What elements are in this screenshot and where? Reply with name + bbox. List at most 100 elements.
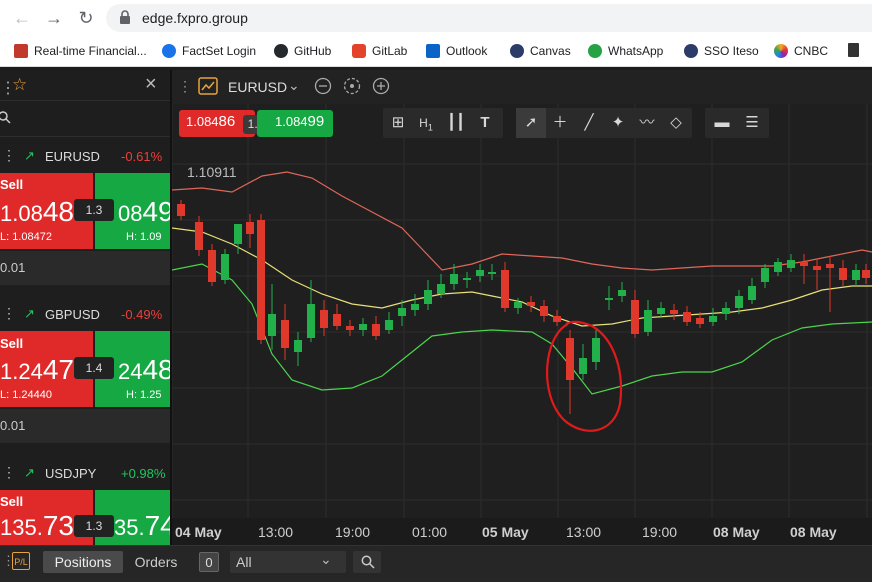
candle-body: [514, 302, 522, 308]
lower-band-line: [172, 263, 872, 395]
time-label: 19:00: [642, 524, 678, 540]
cnbc-icon: [774, 44, 788, 58]
candle-body: [463, 278, 471, 280]
price-chart[interactable]: [172, 104, 872, 518]
candle-body: [696, 318, 704, 324]
time-label: 08 May: [713, 524, 760, 540]
bookmark-sso-iteso[interactable]: SSO Iteso: [684, 42, 759, 60]
candle-body: [488, 272, 496, 274]
drag-handle-icon[interactable]: ⋮: [178, 78, 192, 94]
chart-sell-quote[interactable]: [179, 110, 255, 137]
list-icon[interactable]: ☰: [745, 114, 759, 131]
crosshair-icon[interactable]: ＋: [552, 114, 568, 131]
zoom-out-icon[interactable]: [314, 77, 332, 95]
chevron-down-icon[interactable]: ⌄: [288, 77, 300, 93]
add-indicator-icon[interactable]: ⊞: [391, 114, 405, 131]
candle-body: [411, 304, 419, 310]
bollinger-bands: [172, 171, 872, 395]
spread-badge: 1.3: [74, 199, 114, 221]
bookmark-outlook[interactable]: Outlook: [426, 42, 487, 60]
chart-buy-quote[interactable]: [257, 110, 333, 137]
candle-body: [385, 320, 393, 330]
candle-body: [839, 268, 847, 280]
candle-body: [195, 222, 203, 250]
bookmark-realtime-financial[interactable]: Real-time Financial...: [14, 42, 147, 60]
browser-toolbar: ← → ↻ edge.fxpro.group: [0, 0, 872, 36]
candlestick-chart-svg[interactable]: [172, 104, 872, 518]
candle-body: [281, 320, 289, 348]
chevron-down-icon[interactable]: ⌄: [320, 551, 332, 567]
candle-body: [424, 290, 432, 304]
candle-body: [246, 222, 254, 234]
bookmark-whatsapp[interactable]: WhatsApp: [588, 42, 663, 60]
line-chart-icon[interactable]: [198, 77, 218, 95]
drag-handle-icon[interactable]: ⋮: [0, 80, 16, 97]
forward-icon[interactable]: →: [45, 8, 63, 28]
drag-handle-icon[interactable]: ⋮: [2, 553, 15, 568]
candle-body: [501, 270, 509, 308]
bookmark-gitlab[interactable]: GitLab: [352, 42, 407, 60]
bookmark-cnbc[interactable]: CNBC: [774, 42, 828, 60]
candle-body: [268, 314, 276, 336]
bookmark-factset[interactable]: FactSet Login: [162, 42, 256, 60]
wave-line-icon[interactable]: 〰: [639, 114, 655, 131]
url-text[interactable]: edge.fxpro.group: [142, 10, 248, 26]
tab-orders[interactable]: Orders: [134, 554, 178, 570]
timeframe-button[interactable]: H1: [419, 116, 433, 133]
sell-price: 1.0848: [0, 196, 74, 227]
lot-input[interactable]: [0, 409, 170, 443]
candle-body: [307, 304, 315, 338]
filter-select[interactable]: [230, 551, 346, 573]
candle-body: [800, 262, 808, 266]
trend-up-icon: ↗: [24, 306, 35, 321]
star-icon[interactable]: ☆: [12, 75, 28, 94]
profit-loss-icon[interactable]: P/L: [12, 552, 30, 570]
search-icon[interactable]: [361, 555, 375, 569]
document-icon[interactable]: [848, 43, 859, 57]
cursor-tool-active[interactable]: [516, 108, 546, 138]
tab-positions[interactable]: Positions: [43, 551, 123, 573]
candlestick-icon[interactable]: ┃┃: [446, 114, 466, 131]
candle-body: [398, 308, 406, 316]
star-point-icon[interactable]: ✦: [611, 114, 625, 131]
search-icon[interactable]: [0, 111, 12, 125]
chart-grid: [172, 104, 872, 518]
zoom-in-icon[interactable]: [372, 77, 390, 95]
time-label: 13:00: [566, 524, 602, 540]
factset-icon: [162, 44, 176, 58]
candle-body: [257, 220, 265, 340]
panel-splitter[interactable]: [170, 70, 172, 545]
time-axis: [172, 518, 872, 545]
chart-type-toolbar: [383, 108, 503, 138]
address-bar[interactable]: [106, 4, 872, 32]
candle-body: [208, 250, 216, 282]
candle-body: [862, 270, 870, 278]
candle-body: [372, 324, 380, 336]
cursor-icon[interactable]: ➚: [524, 114, 538, 131]
time-label: 13:00: [258, 524, 294, 540]
bookmark-canvas[interactable]: Canvas: [510, 42, 571, 60]
candle-body: [221, 254, 229, 280]
drag-handle-icon[interactable]: ⋮: [2, 464, 16, 480]
chart-symbol[interactable]: EURUSD: [228, 79, 288, 95]
trendline-icon[interactable]: ╱: [584, 114, 594, 131]
candle-body: [177, 204, 185, 216]
text-tool-icon[interactable]: T: [480, 114, 490, 131]
candle-body: [320, 310, 328, 328]
paint-roller-icon[interactable]: ▬: [714, 114, 730, 131]
back-icon[interactable]: ←: [13, 8, 31, 28]
lock-icon[interactable]: [118, 9, 132, 25]
close-icon[interactable]: ×: [145, 73, 157, 95]
candle-body: [540, 306, 548, 316]
lot-input[interactable]: [0, 251, 170, 285]
candle-body: [618, 290, 626, 296]
chart-header: [172, 70, 872, 104]
annotation-circle: [546, 320, 623, 432]
shapes-icon[interactable]: ◇: [670, 114, 682, 131]
drag-handle-icon[interactable]: ⋮: [2, 147, 16, 163]
reload-icon[interactable]: ↻: [78, 8, 94, 28]
crosshair-circle-icon[interactable]: [343, 77, 361, 95]
bookmark-github[interactable]: GitHub: [274, 42, 331, 60]
canvas-icon: [510, 44, 524, 58]
drag-handle-icon[interactable]: ⋮: [2, 305, 16, 321]
